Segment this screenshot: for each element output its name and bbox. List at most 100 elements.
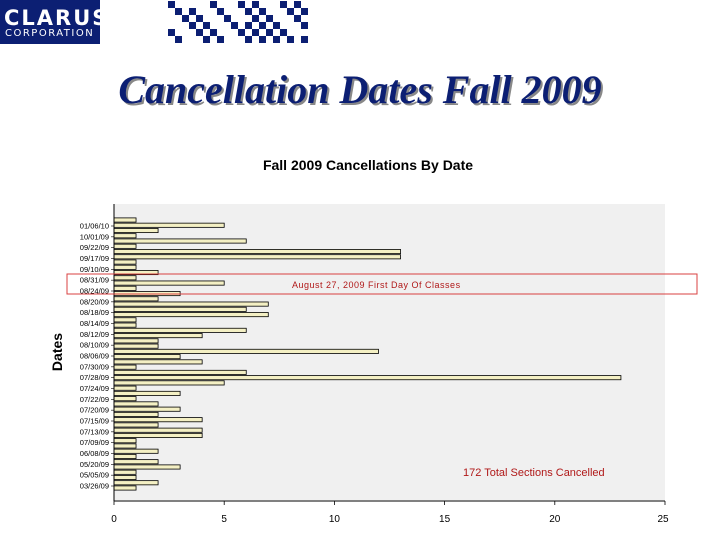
checker-square [259, 8, 266, 15]
bar [113, 453, 137, 459]
y-tick-label: 10/01/09 [80, 232, 109, 241]
checker-square [231, 22, 238, 29]
y-tick-label: 08/12/09 [80, 330, 109, 339]
bar [113, 390, 181, 396]
checker-square [294, 15, 301, 22]
checker-square [203, 36, 210, 43]
y-tick-label: 05/05/09 [80, 471, 109, 480]
checker-square [175, 8, 182, 15]
checker-square [280, 29, 287, 36]
bar [113, 474, 137, 480]
bar [113, 338, 159, 344]
checker-square [259, 22, 266, 29]
checker-square [217, 8, 224, 15]
bar [113, 254, 401, 260]
bar [113, 396, 137, 402]
bar [113, 380, 225, 386]
y-tick-label: 08/24/09 [80, 287, 109, 296]
x-tick-label: 10 [329, 514, 341, 525]
bar [113, 333, 203, 339]
checker-square [224, 15, 231, 22]
logo-name: CLARUS [4, 6, 110, 30]
bar [113, 348, 379, 354]
bar [113, 385, 137, 391]
bar [113, 369, 247, 375]
x-tick-label: 15 [439, 514, 451, 525]
bar [113, 422, 159, 428]
y-tick-label: 07/24/09 [80, 384, 109, 393]
y-axis-label: Dates [49, 333, 65, 371]
bar [113, 375, 622, 381]
checker-square [301, 22, 308, 29]
bar [113, 296, 159, 302]
bar [113, 322, 137, 328]
checker-square [245, 36, 252, 43]
bar [113, 243, 137, 249]
bar [113, 275, 137, 281]
bar [113, 354, 181, 360]
checker-square [301, 36, 308, 43]
checker-square [189, 22, 196, 29]
bar [113, 432, 203, 438]
bar [113, 401, 159, 407]
y-tick-label: 07/30/09 [80, 362, 109, 371]
bar [113, 306, 247, 312]
checker-square [189, 8, 196, 15]
bar [113, 448, 159, 454]
bar [113, 438, 137, 444]
y-tick-label: 08/06/09 [80, 352, 109, 361]
y-tick-label: 07/13/09 [80, 427, 109, 436]
checker-square [252, 1, 259, 8]
x-tick-label: 25 [657, 514, 669, 525]
checker-square [168, 1, 175, 8]
y-tick-label: 07/22/09 [80, 395, 109, 404]
y-tick-label: 07/20/09 [80, 406, 109, 415]
bar [113, 222, 225, 228]
x-tick-labels: 0 5 10 15 20 25 [111, 501, 669, 525]
bar [113, 427, 203, 433]
checker-square [175, 36, 182, 43]
y-tick-label: 07/09/09 [80, 438, 109, 447]
checker-square [182, 15, 189, 22]
y-tick-label: 09/10/09 [80, 265, 109, 274]
bar [113, 238, 247, 244]
y-tick-label: 08/18/09 [80, 308, 109, 317]
checker-square [252, 29, 259, 36]
y-tick-label: 07/28/09 [80, 373, 109, 382]
bar [113, 406, 181, 412]
y-tick-label: 09/22/09 [80, 243, 109, 252]
total-annotation: 172 Total Sections Cancelled [463, 467, 605, 479]
bar [113, 259, 137, 265]
checker-square [168, 29, 175, 36]
bar [113, 459, 159, 465]
x-tick-label: 0 [111, 514, 117, 525]
checker-square [217, 36, 224, 43]
checker-square [245, 22, 252, 29]
bar [113, 464, 181, 470]
y-tick-label: 09/17/09 [80, 254, 109, 263]
slide-title: Cancellation Dates Fall 2009 [118, 67, 602, 112]
bar [113, 469, 137, 475]
y-tick-label: 03/26/09 [80, 482, 109, 491]
checker-square [238, 29, 245, 36]
checker-square [273, 22, 280, 29]
checker-square [252, 15, 259, 22]
checker-square [196, 15, 203, 22]
checker-pattern-decoration [168, 1, 308, 43]
checker-square [301, 8, 308, 15]
bar [113, 301, 269, 307]
bar [113, 217, 137, 223]
clarus-logo: CLARUS CORPORATION [0, 0, 107, 44]
chart-title: Fall 2009 Cancellations By Date [263, 157, 473, 173]
y-tick-label: 08/20/09 [80, 297, 109, 306]
y-tick-label: 08/31/09 [80, 276, 109, 285]
checker-square [266, 29, 273, 36]
y-tick-label: 08/14/09 [80, 319, 109, 328]
y-tick-label: 08/10/09 [80, 341, 109, 350]
bar [113, 317, 137, 323]
bar [113, 264, 137, 270]
checker-square [210, 1, 217, 8]
bar [113, 343, 159, 349]
